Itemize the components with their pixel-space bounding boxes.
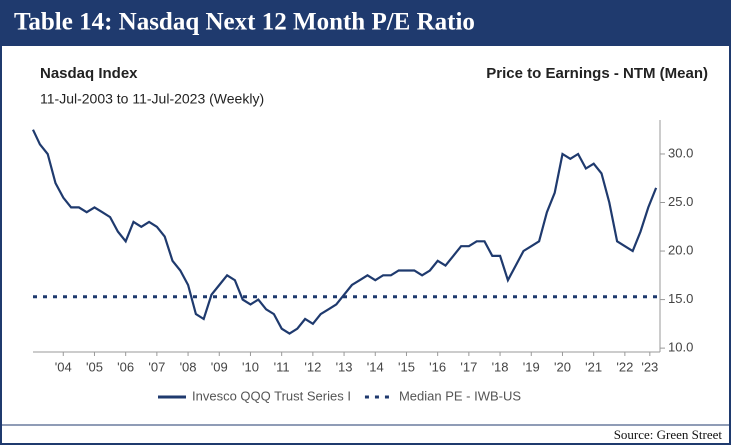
- series-line: [32, 129, 658, 335]
- x-tick-label: '14: [367, 359, 384, 374]
- x-tick-label: '12: [304, 359, 321, 374]
- subtitle-right: Price to Earnings - NTM (Mean): [486, 65, 708, 82]
- source: Source: Green Street: [614, 427, 723, 442]
- y-tick-label: 30.0: [668, 145, 693, 160]
- subtitle-left: Nasdaq Index: [40, 65, 138, 82]
- x-tick-label: '07: [148, 359, 165, 374]
- x-tick-label: '10: [242, 359, 259, 374]
- x-tick-label: '08: [180, 359, 197, 374]
- x-tick-label: '17: [460, 359, 477, 374]
- y-tick-label: 15.0: [668, 291, 693, 306]
- x-tick-label: '16: [429, 359, 446, 374]
- header-bar: [0, 0, 731, 46]
- x-tick-label: '20: [554, 359, 571, 374]
- legend-label: Invesco QQQ Trust Series I: [192, 388, 351, 403]
- chart-title: Table 14: Nasdaq Next 12 Month P/E Ratio: [14, 9, 475, 36]
- x-tick-label: '13: [336, 359, 353, 374]
- y-tick-label: 25.0: [668, 194, 693, 209]
- y-tick-label: 10.0: [668, 340, 693, 355]
- x-tick-label: '21: [585, 359, 602, 374]
- x-tick-label: '09: [211, 359, 228, 374]
- x-tick-label: '11: [274, 359, 290, 374]
- x-tick-label: '05: [86, 359, 103, 374]
- x-tick-label: '18: [492, 359, 509, 374]
- x-tick-label: '19: [523, 359, 540, 374]
- x-tick-label: '06: [117, 359, 134, 374]
- x-tick-label: '22: [616, 359, 633, 374]
- x-tick-label: '23: [641, 359, 658, 374]
- legend-label: Median PE - IWB-US: [399, 388, 521, 403]
- x-tick-label: '04: [55, 359, 72, 374]
- date-range: 11-Jul-2003 to 11-Jul-2023 (Weekly): [40, 91, 264, 107]
- y-tick-label: 20.0: [668, 242, 693, 257]
- x-tick-label: '15: [398, 359, 415, 374]
